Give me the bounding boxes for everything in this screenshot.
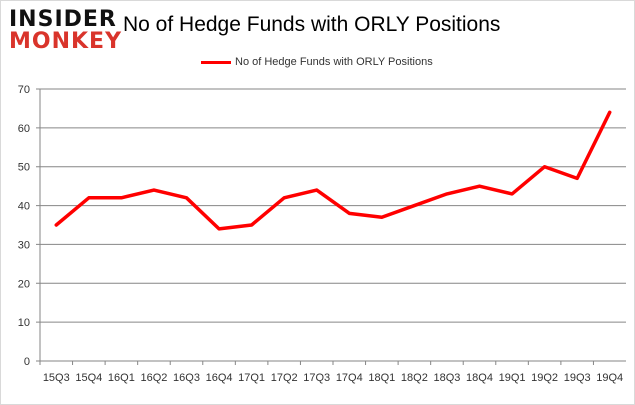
y-tick-label: 10 <box>18 317 30 329</box>
x-tick-label: 19Q4 <box>596 372 623 384</box>
x-tick-label: 15Q4 <box>75 372 102 384</box>
x-tick-label: 16Q4 <box>206 372 233 384</box>
y-tick-label: 0 <box>24 356 30 368</box>
x-tick-label: 18Q2 <box>401 372 428 384</box>
logo-line-2: MONKEY <box>9 29 123 54</box>
x-tick-label: 16Q3 <box>173 372 200 384</box>
insider-monkey-logo: INSIDER MONKEY <box>9 7 123 54</box>
x-tick-label: 19Q1 <box>499 372 526 384</box>
y-tick-label: 30 <box>18 239 30 251</box>
legend: No of Hedge Funds with ORLY Positions <box>201 56 433 68</box>
legend-swatch <box>201 60 231 64</box>
y-tick-label: 70 <box>18 84 30 96</box>
x-tick-label: 17Q2 <box>271 372 298 384</box>
y-tick-label: 40 <box>18 201 30 213</box>
x-tick-label: 16Q1 <box>108 372 135 384</box>
legend-label: No of Hedge Funds with ORLY Positions <box>235 56 433 68</box>
y-tick-label: 60 <box>18 123 30 135</box>
logo-line-1: INSIDER <box>9 7 117 32</box>
x-tick-label: 17Q4 <box>336 372 363 384</box>
x-tick-label: 19Q3 <box>564 372 591 384</box>
series-line <box>54 110 612 231</box>
x-tick-label: 17Q3 <box>303 372 330 384</box>
x-tick-label: 15Q3 <box>43 372 70 384</box>
chart-title: No of Hedge Funds with ORLY Positions <box>123 13 501 36</box>
x-tick-label: 17Q1 <box>238 372 265 384</box>
x-tick-label: 18Q1 <box>368 372 395 384</box>
x-tick-label: 18Q3 <box>433 372 460 384</box>
x-tick-label: 18Q4 <box>466 372 493 384</box>
x-tick-label: 19Q2 <box>531 372 558 384</box>
y-tick-label: 20 <box>18 278 30 290</box>
x-tick-label: 16Q2 <box>140 372 167 384</box>
y-tick-label: 50 <box>18 162 30 174</box>
